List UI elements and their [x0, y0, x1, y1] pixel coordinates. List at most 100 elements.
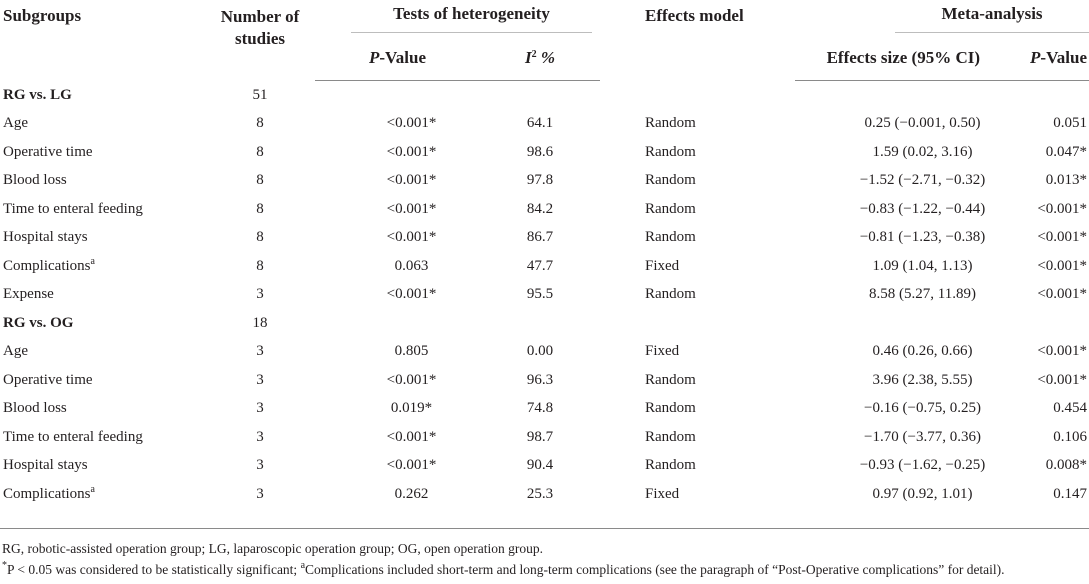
- cell-subgroup: Complicationsa: [3, 483, 95, 502]
- cell-effects-model: Random: [645, 371, 696, 388]
- cell-subgroup: Operative time: [3, 143, 93, 160]
- cell-p-heterogeneity: <0.001*: [386, 371, 437, 388]
- cell-effects-size: 0.25 (−0.001, 0.50): [864, 115, 981, 132]
- table-row: Complicationsa 8 0.063 47.7 Fixed 1.09 (1.04,…: [0, 252, 1089, 281]
- header-meta-analysis: Meta-analysis: [795, 0, 1089, 36]
- cell-p-heterogeneity: <0.001*: [386, 286, 437, 303]
- cell-p-heterogeneity: 0.019*: [390, 400, 433, 417]
- group-name: RG vs. LG: [3, 86, 72, 103]
- header-row-1: Subgroups Number of studies Tests of hete…: [0, 0, 1089, 48]
- table-row: Hospital stays 8 <0.001* 86.7 Random −0.81 (−…: [0, 224, 1089, 253]
- cell-effects-size: −0.81 (−1.23, −0.38): [859, 229, 986, 246]
- cell-effects-size: 1.09 (1.04, 1.13): [872, 257, 973, 274]
- cell-meta-p-value: 0.047*: [1045, 143, 1088, 160]
- cell-studies: 8: [256, 143, 264, 160]
- header-p-value: P-Value: [315, 36, 480, 81]
- cell-subgroup: Complicationsa: [3, 255, 95, 274]
- cell-p-heterogeneity: <0.001*: [386, 115, 437, 132]
- cell-subgroup: Age: [3, 115, 28, 132]
- header-effects-size: Effects size (95% CI): [795, 36, 991, 81]
- cell-effects-size: −1.70 (−3.77, 0.36): [864, 428, 981, 445]
- header-meta-p-value: P-Value: [990, 36, 1089, 81]
- cell-effects-model: Fixed: [645, 343, 680, 360]
- cell-effects-model: Random: [645, 428, 696, 445]
- table-footnotes: RG, robotic-assisted operation group; LG…: [2, 538, 1087, 580]
- cell-meta-p-value: 0.147: [1053, 485, 1088, 502]
- cell-effects-size: −0.16 (−0.75, 0.25): [864, 400, 981, 417]
- table-row: Operative time 8 <0.001* 98.6 Random 1.59 (0.…: [0, 138, 1089, 167]
- cell-meta-p-value: <0.001*: [1037, 200, 1088, 217]
- cell-p-heterogeneity: <0.001*: [386, 229, 437, 246]
- cell-i2: 96.3: [526, 371, 554, 388]
- cell-i2: 84.2: [526, 200, 554, 217]
- table-row: Expense 3 <0.001* 95.5 Random 8.58 (5.27, 11.…: [0, 281, 1089, 310]
- cell-i2: 98.6: [526, 143, 554, 160]
- cell-i2: 98.7: [526, 428, 554, 445]
- header-i2: I2 %: [480, 36, 601, 81]
- group-studies: 18: [252, 314, 268, 331]
- cell-effects-model: Random: [645, 115, 696, 132]
- meta-analysis-table: Subgroups Number of studies Tests of hete…: [0, 0, 1089, 509]
- cell-subgroup: Operative time: [3, 371, 93, 388]
- cell-p-heterogeneity: 0.063: [394, 257, 429, 274]
- table-row: Age 8 <0.001* 64.1 Random 0.25 (−0.001, 0.50)…: [0, 110, 1089, 139]
- cell-effects-size: 0.97 (0.92, 1.01): [872, 485, 973, 502]
- cell-meta-p-value: 0.051: [1053, 115, 1088, 132]
- table-row: Operative time 3 <0.001* 96.3 Random 3.96 (2.…: [0, 366, 1089, 395]
- cell-effects-model: Random: [645, 286, 696, 303]
- cell-p-heterogeneity: 0.262: [394, 485, 429, 502]
- cell-subgroup: Time to enteral feeding: [3, 200, 143, 217]
- table-bottom-rule: [0, 528, 1089, 529]
- cell-meta-p-value: 0.454: [1053, 400, 1088, 417]
- cell-subgroup: Time to enteral feeding: [3, 428, 143, 445]
- group-studies: 51: [252, 86, 268, 103]
- table-row: Blood loss 3 0.019* 74.8 Random −0.16 (−0.75,…: [0, 395, 1089, 424]
- table-row: Hospital stays 3 <0.001* 90.4 Random −0.93 (−…: [0, 452, 1089, 481]
- cell-p-heterogeneity: <0.001*: [386, 143, 437, 160]
- cell-effects-model: Random: [645, 457, 696, 474]
- cell-subgroup: Age: [3, 343, 28, 360]
- cell-effects-model: Random: [645, 229, 696, 246]
- cell-meta-p-value: 0.008*: [1045, 457, 1088, 474]
- table-row: Complicationsa 3 0.262 25.3 Fixed 0.97 (0.92,…: [0, 480, 1089, 509]
- cell-p-heterogeneity: <0.001*: [386, 457, 437, 474]
- cell-p-heterogeneity: <0.001*: [386, 200, 437, 217]
- cell-effects-size: −0.93 (−1.62, −0.25): [859, 457, 986, 474]
- cell-subgroup: Blood loss: [3, 400, 67, 417]
- table-row: Age 3 0.805 0.00 Fixed 0.46 (0.26, 0.66) <0.00…: [0, 338, 1089, 367]
- cell-p-heterogeneity: <0.001*: [386, 172, 437, 189]
- cell-i2: 97.8: [526, 172, 554, 189]
- cell-effects-model: Random: [645, 400, 696, 417]
- cell-effects-size: 1.59 (0.02, 3.16): [872, 143, 973, 160]
- header-row-2: P-Value I2 % Effects size (95% CI) P-Val…: [0, 36, 1089, 81]
- header-number-of-studies: Number of studies: [220, 7, 300, 48]
- cell-effects-size: 0.46 (0.26, 0.66): [872, 343, 973, 360]
- cell-meta-p-value: <0.001*: [1037, 343, 1088, 360]
- cell-effects-size: −0.83 (−1.22, −0.44): [859, 200, 986, 217]
- cell-subgroup: Blood loss: [3, 172, 67, 189]
- header-subgroups: Subgroups: [3, 6, 82, 25]
- cell-effects-model: Fixed: [645, 485, 680, 502]
- cell-i2: 0.00: [526, 343, 554, 360]
- cell-studies: 3: [256, 428, 264, 445]
- cell-effects-size: −1.52 (−2.71, −0.32): [859, 172, 986, 189]
- cell-i2: 86.7: [526, 229, 554, 246]
- cell-studies: 8: [256, 257, 264, 274]
- cell-subgroup: Hospital stays: [3, 229, 88, 246]
- cell-subgroup: Expense: [3, 286, 54, 303]
- cell-studies: 3: [256, 400, 264, 417]
- cell-i2: 95.5: [526, 286, 554, 303]
- cell-i2: 25.3: [526, 485, 554, 502]
- cell-meta-p-value: 0.013*: [1045, 172, 1088, 189]
- cell-meta-p-value: <0.001*: [1037, 286, 1088, 303]
- cell-p-heterogeneity: <0.001*: [386, 428, 437, 445]
- cell-studies: 3: [256, 485, 264, 502]
- cell-studies: 3: [256, 457, 264, 474]
- cell-studies: 8: [256, 115, 264, 132]
- cell-effects-model: Random: [645, 200, 696, 217]
- table-row: Time to enteral feeding 8 <0.001* 84.2 Rando…: [0, 195, 1089, 224]
- table-body: RG vs. LG 51 Age 8 <0.001* 64.1 Random 0.25 (−0…: [0, 81, 1089, 509]
- cell-i2: 74.8: [526, 400, 554, 417]
- group-row: RG vs. OG 18: [0, 309, 1089, 338]
- cell-effects-model: Random: [645, 143, 696, 160]
